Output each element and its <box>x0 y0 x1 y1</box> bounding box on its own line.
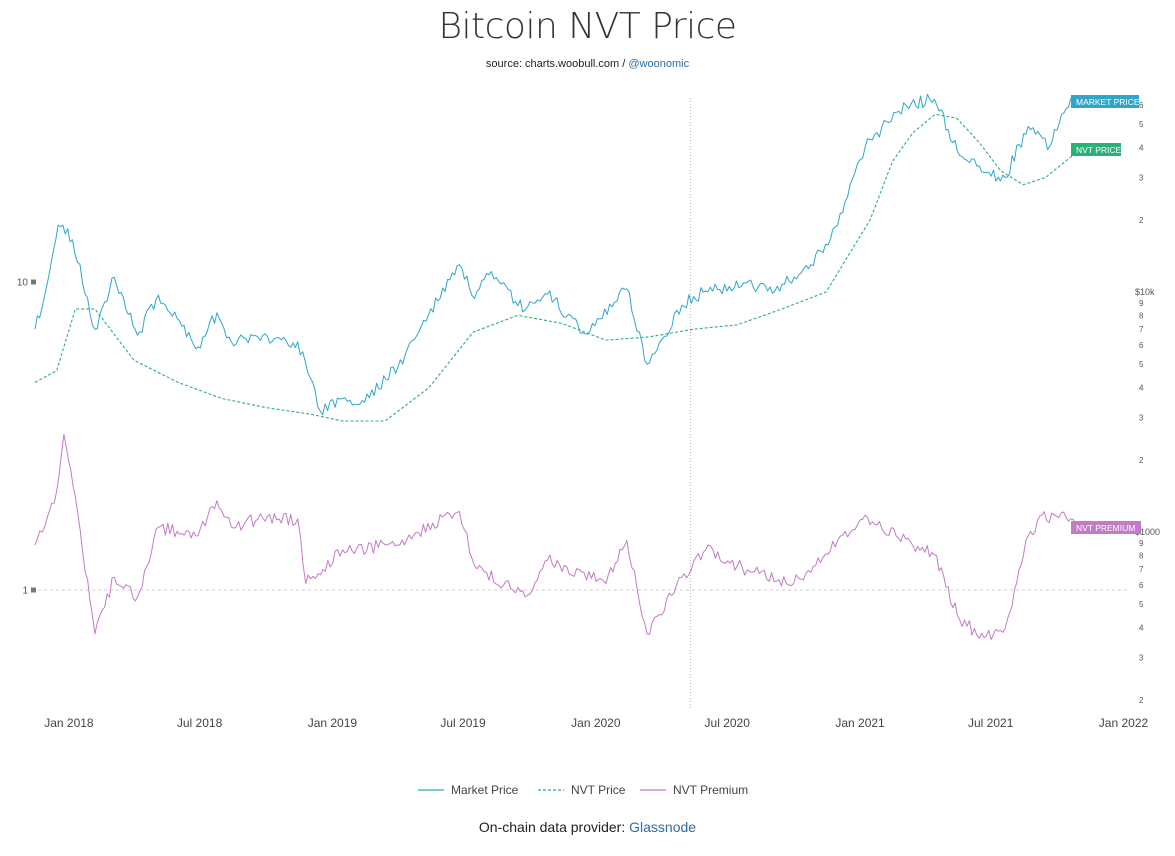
right-tick-label: 8 <box>1139 311 1144 320</box>
right-tick-label: 3 <box>1139 173 1144 182</box>
end-label-market-price: MARKET PRICE <box>1071 95 1140 108</box>
source-handle-link[interactable]: @woonomic <box>628 58 690 70</box>
end-label-text: MARKET PRICE <box>1076 97 1140 107</box>
x-tick-label: Jul 2020 <box>705 716 751 730</box>
legend-label: NVT Price <box>571 783 626 797</box>
provider-prefix: On-chain data provider: <box>478 819 630 835</box>
right-tick-label: 9 <box>1139 299 1144 308</box>
provider-link[interactable]: Glassnode <box>629 819 697 835</box>
right-tick-label: 5 <box>1139 120 1144 129</box>
legend-label: Market Price <box>451 783 519 797</box>
end-label-box <box>1071 143 1121 156</box>
x-tick-label: Jul 2021 <box>968 716 1014 730</box>
x-tick-label: Jul 2018 <box>177 716 223 730</box>
right-tick-label: 8 <box>1139 551 1144 560</box>
right-tick-label: $10k <box>1135 287 1155 297</box>
left-tick-marker <box>31 279 36 285</box>
right-tick-label: 6 <box>1139 581 1144 590</box>
data-provider: On-chain data provider: Glassnode <box>0 819 1175 835</box>
right-tick-label: 2 <box>1139 696 1144 705</box>
end-label-text: NVT PRICE <box>1076 145 1122 155</box>
right-tick-label: 3 <box>1139 653 1144 662</box>
right-tick-label: 5 <box>1139 600 1144 609</box>
x-tick-label: Jan 2019 <box>308 716 358 730</box>
chart-title: Bitcoin NVT Price <box>438 6 737 47</box>
right-tick-label: 4 <box>1139 624 1144 633</box>
end-label-nvt-price: NVT PRICE <box>1071 143 1122 156</box>
legend-label: NVT Premium <box>673 783 748 797</box>
right-tick-label: 9 <box>1139 539 1144 548</box>
x-tick-label: Jan 2018 <box>44 716 94 730</box>
series-line-market-price <box>34 93 1077 416</box>
right-tick-label: 4 <box>1139 144 1144 153</box>
x-tick-label: Jan 2020 <box>571 716 621 730</box>
right-tick-label: 2 <box>1139 216 1144 225</box>
right-tick-label: 5 <box>1139 360 1144 369</box>
right-tick-label: 3 <box>1139 413 1144 422</box>
x-tick-label: Jan 2022 <box>1099 716 1149 730</box>
right-tick-label: 7 <box>1139 325 1144 334</box>
right-tick-label: 4 <box>1139 384 1144 393</box>
x-tick-label: Jul 2019 <box>440 716 486 730</box>
end-label-text: NVT PREMIUM <box>1076 523 1135 533</box>
source-prefix: source: charts.woobull.com / <box>485 58 629 70</box>
left-tick-label: 1 <box>22 586 28 597</box>
series-line-nvt-price <box>34 113 1077 422</box>
legend-item-nvt-price[interactable]: NVT Price <box>538 783 626 797</box>
x-tick-label: Jan 2021 <box>835 716 885 730</box>
right-tick-label: 6 <box>1139 341 1144 350</box>
left-tick-label: 10 <box>17 278 29 289</box>
left-tick-marker <box>31 587 36 593</box>
right-tick-label: 7 <box>1139 565 1144 574</box>
right-tick-label: 2 <box>1139 456 1144 465</box>
chart-source: source: charts.woobull.com / @woonomic <box>0 58 1175 70</box>
legend-item-nvt-premium[interactable]: NVT Premium <box>640 783 748 797</box>
legend-item-market-price[interactable]: Market Price <box>418 783 519 797</box>
right-tick-label: $1000 <box>1135 527 1160 537</box>
end-label-nvt-premium: NVT PREMIUM <box>1071 521 1141 534</box>
right-tick-label: 6 <box>1139 101 1144 110</box>
series-line-nvt-premium <box>34 433 1077 640</box>
end-label-box <box>1071 521 1141 534</box>
end-label-box <box>1071 95 1139 108</box>
